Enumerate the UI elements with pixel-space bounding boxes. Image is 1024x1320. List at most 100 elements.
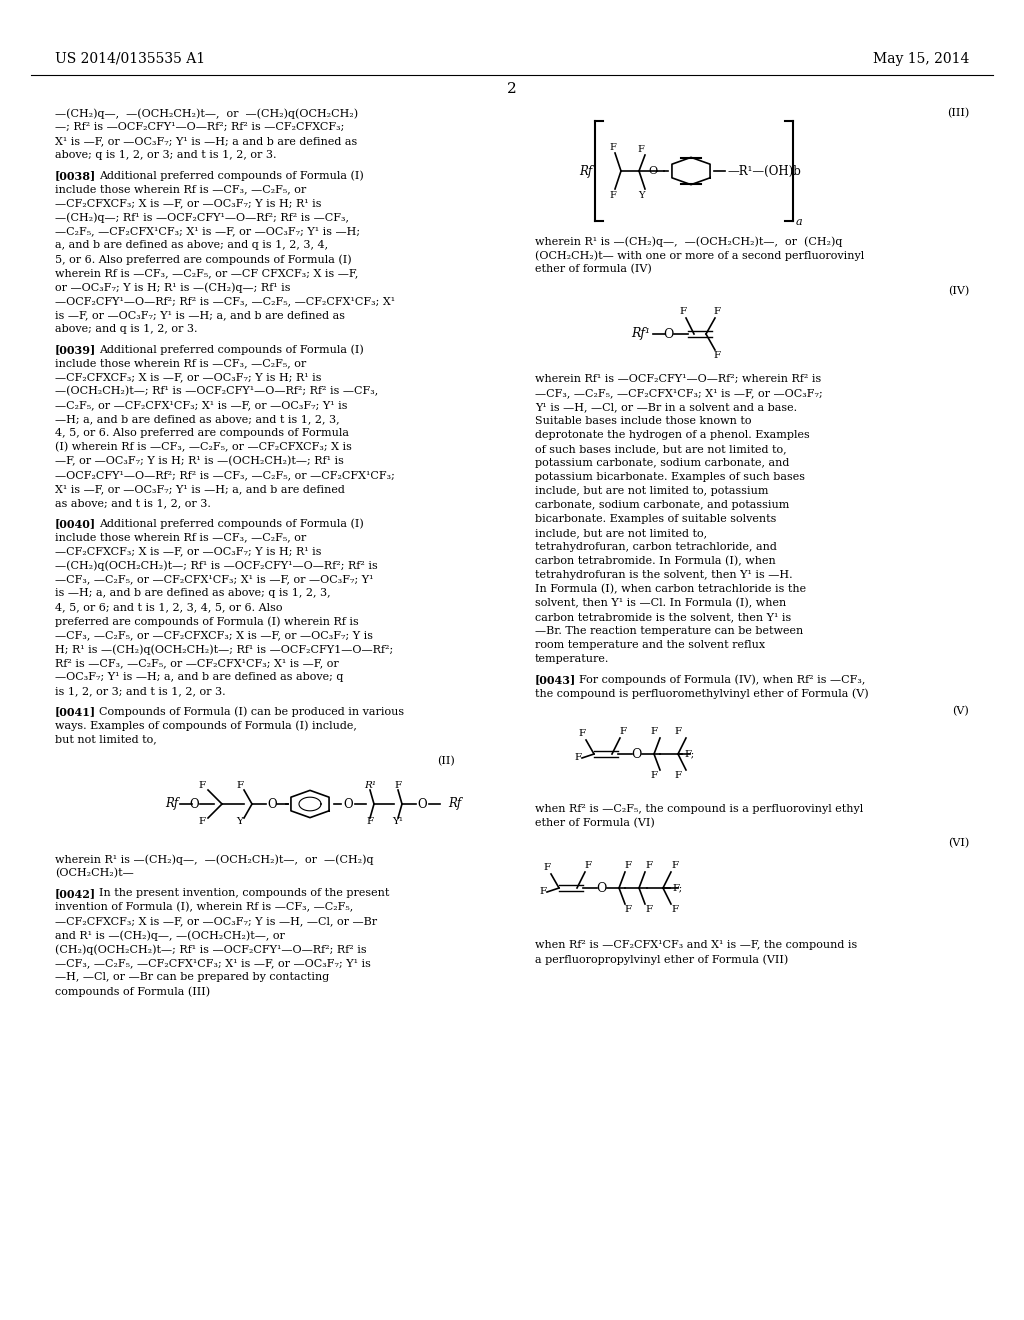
Text: [0043]: [0043]: [535, 675, 577, 685]
Text: temperature.: temperature.: [535, 653, 609, 664]
Text: include those wherein Rf is —CF₃, —C₂F₅, or: include those wherein Rf is —CF₃, —C₂F₅,…: [55, 358, 306, 368]
Text: carbonate, sodium carbonate, and potassium: carbonate, sodium carbonate, and potassi…: [535, 500, 790, 510]
Text: (CH₂)q(OCH₂CH₂)t—; Rf¹ is —OCF₂CFY¹—O—Rf²; Rf² is: (CH₂)q(OCH₂CH₂)t—; Rf¹ is —OCF₂CFY¹—O—Rf…: [55, 944, 367, 954]
Text: —C₂F₅, or —CF₂CFX¹CF₃; X¹ is —F, or —OC₃F₇; Y¹ is: —C₂F₅, or —CF₂CFX¹CF₃; X¹ is —F, or —OC₃…: [55, 400, 347, 411]
Text: Additional preferred compounds of Formula (I): Additional preferred compounds of Formul…: [99, 345, 364, 355]
Text: 5, or 6. Also preferred are compounds of Formula (I): 5, or 6. Also preferred are compounds of…: [55, 253, 351, 264]
Text: as above; and t is 1, 2, or 3.: as above; and t is 1, 2, or 3.: [55, 498, 211, 508]
Text: [0040]: [0040]: [55, 517, 96, 529]
Text: —CF₂CFXCF₃; X is —F, or —OC₃F₇; Y is H; R¹ is: —CF₂CFXCF₃; X is —F, or —OC₃F₇; Y is H; …: [55, 372, 322, 381]
Text: O: O: [267, 797, 276, 810]
Text: —H, —Cl, or —Br can be prepared by contacting: —H, —Cl, or —Br can be prepared by conta…: [55, 972, 330, 982]
Text: bicarbonate. Examples of suitable solvents: bicarbonate. Examples of suitable solven…: [535, 513, 776, 524]
Text: —CF₃, —C₂F₅, or —CF₂CFXCF₃; X is —F, or —OC₃F₇; Y is: —CF₃, —C₂F₅, or —CF₂CFXCF₃; X is —F, or …: [55, 630, 373, 640]
Text: Additional preferred compounds of Formula (I): Additional preferred compounds of Formul…: [99, 517, 364, 528]
Text: (II): (II): [437, 756, 455, 767]
Text: F: F: [544, 863, 551, 873]
Text: F: F: [672, 906, 679, 915]
Text: —CF₃, —C₂F₅, —CF₂CFX¹CF₃; X¹ is —F, or —OC₃F₇;: —CF₃, —C₂F₅, —CF₂CFX¹CF₃; X¹ is —F, or —…: [535, 388, 822, 399]
Text: wherein Rf¹ is —OCF₂CFY¹—O—Rf²; wherein Rf² is: wherein Rf¹ is —OCF₂CFY¹—O—Rf²; wherein …: [535, 374, 821, 384]
Text: F: F: [645, 906, 652, 915]
Text: O: O: [648, 166, 657, 176]
Text: room temperature and the solvent reflux: room temperature and the solvent reflux: [535, 640, 765, 649]
Text: when Rf² is —C₂F₅, the compound is a perfluorovinyl ethyl: when Rf² is —C₂F₅, the compound is a per…: [535, 804, 863, 814]
Text: F;: F;: [673, 883, 683, 892]
Text: 2: 2: [507, 82, 517, 96]
Text: F: F: [625, 862, 632, 870]
Text: Rf: Rf: [165, 797, 178, 810]
Text: ether of Formula (VI): ether of Formula (VI): [535, 818, 654, 829]
Text: —CF₂CFXCF₃; X is —F, or —OC₃F₇; Y is H; R¹ is: —CF₂CFXCF₃; X is —F, or —OC₃F₇; Y is H; …: [55, 546, 322, 556]
Text: Y: Y: [638, 190, 644, 199]
Text: —OC₃F₇; Y¹ is —H; a, and b are defined as above; q: —OC₃F₇; Y¹ is —H; a, and b are defined a…: [55, 672, 343, 682]
Text: ways. Examples of compounds of Formula (I) include,: ways. Examples of compounds of Formula (…: [55, 719, 357, 730]
Text: (OCH₂CH₂)t— with one or more of a second perfluorovinyl: (OCH₂CH₂)t— with one or more of a second…: [535, 249, 864, 260]
Text: wherein R¹ is —(CH₂)q—,  —(OCH₂CH₂)t—,  or  (CH₂)q: wherein R¹ is —(CH₂)q—, —(OCH₂CH₂)t—, or…: [535, 236, 843, 247]
Text: F: F: [714, 351, 721, 360]
Text: (V): (V): [952, 706, 969, 717]
Text: Rf¹: Rf¹: [631, 327, 650, 341]
Text: F: F: [585, 862, 592, 870]
Text: (I) wherein Rf is —CF₃, —C₂F₅, or —CF₂CFXCF₃; X is: (I) wherein Rf is —CF₃, —C₂F₅, or —CF₂CF…: [55, 442, 352, 453]
Text: —C₂F₅, —CF₂CFX¹CF₃; X¹ is —F, or —OC₃F₇; Y¹ is —H;: —C₂F₅, —CF₂CFX¹CF₃; X¹ is —F, or —OC₃F₇;…: [55, 226, 360, 236]
Text: above; q is 1, 2, or 3; and t is 1, 2, or 3.: above; q is 1, 2, or 3; and t is 1, 2, o…: [55, 150, 276, 160]
Text: ether of formula (IV): ether of formula (IV): [535, 264, 651, 275]
Text: [0042]: [0042]: [55, 888, 96, 899]
Text: O: O: [417, 797, 427, 810]
Text: a, and b are defined as above; and q is 1, 2, 3, 4,: a, and b are defined as above; and q is …: [55, 240, 328, 249]
Text: F: F: [199, 817, 206, 826]
Text: F: F: [645, 862, 652, 870]
Text: is —H; a, and b are defined as above; q is 1, 2, 3,: is —H; a, and b are defined as above; q …: [55, 587, 331, 598]
Text: wherein R¹ is —(CH₂)q—,  —(OCH₂CH₂)t—,  or  —(CH₂)q: wherein R¹ is —(CH₂)q—, —(OCH₂CH₂)t—, or…: [55, 854, 374, 865]
Text: O: O: [596, 882, 606, 895]
Text: (VI): (VI): [948, 838, 969, 849]
Text: [0039]: [0039]: [55, 345, 96, 355]
Text: Rf: Rf: [449, 797, 461, 810]
Text: a: a: [796, 216, 803, 227]
Text: US 2014/0135535 A1: US 2014/0135535 A1: [55, 51, 205, 66]
Text: F: F: [367, 817, 374, 826]
Text: In Formula (I), when carbon tetrachloride is the: In Formula (I), when carbon tetrachlorid…: [535, 583, 806, 594]
Text: F: F: [237, 781, 244, 791]
Text: and R¹ is —(CH₂)q—, —(OCH₂CH₂)t—, or: and R¹ is —(CH₂)q—, —(OCH₂CH₂)t—, or: [55, 931, 285, 941]
Text: F: F: [574, 754, 582, 763]
Text: F: F: [625, 906, 632, 915]
Text: F: F: [714, 308, 721, 317]
Text: tetrahydrofuran is the solvent, then Y¹ is —H.: tetrahydrofuran is the solvent, then Y¹ …: [535, 570, 793, 579]
Text: F: F: [638, 144, 644, 153]
Text: the compound is perfluoromethylvinyl ether of Formula (V): the compound is perfluoromethylvinyl eth…: [535, 688, 868, 698]
Text: potassium carbonate, sodium carbonate, and: potassium carbonate, sodium carbonate, a…: [535, 458, 790, 469]
Text: X¹ is —F, or —OC₃F₇; Y¹ is —H; a and b are defined as: X¹ is —F, or —OC₃F₇; Y¹ is —H; a and b a…: [55, 136, 357, 147]
Text: [0038]: [0038]: [55, 170, 96, 181]
Text: or —OC₃F₇; Y is H; R¹ is —(CH₂)q—; Rf¹ is: or —OC₃F₇; Y is H; R¹ is —(CH₂)q—; Rf¹ i…: [55, 282, 291, 293]
Text: invention of Formula (I), wherein Rf is —CF₃, —C₂F₅,: invention of Formula (I), wherein Rf is …: [55, 902, 353, 912]
Text: F: F: [675, 771, 682, 780]
Text: wherein Rf is —CF₃, —C₂F₅, or —CF CFXCF₃; X is —F,: wherein Rf is —CF₃, —C₂F₅, or —CF CFXCF₃…: [55, 268, 358, 279]
Text: Additional preferred compounds of Formula (I): Additional preferred compounds of Formul…: [99, 170, 364, 181]
Text: deprotonate the hydrogen of a phenol. Examples: deprotonate the hydrogen of a phenol. Ex…: [535, 430, 810, 440]
Text: Rf² is —CF₃, —C₂F₅, or —CF₂CFX¹CF₃; X¹ is —F, or: Rf² is —CF₃, —C₂F₅, or —CF₂CFX¹CF₃; X¹ i…: [55, 657, 339, 668]
Text: [0041]: [0041]: [55, 706, 96, 717]
Text: —OCF₂CFY¹—O—Rf²; Rf² is —CF₃, —C₂F₅, or —CF₂CFX¹CF₃;: —OCF₂CFY¹—O—Rf²; Rf² is —CF₃, —C₂F₅, or …: [55, 470, 395, 480]
Text: F: F: [394, 781, 401, 791]
Text: —CF₂CFXCF₃; X is —F, or —OC₃F₇; Y is H; R¹ is: —CF₂CFXCF₃; X is —F, or —OC₃F₇; Y is H; …: [55, 198, 322, 209]
Text: —R¹—(OH)b: —R¹—(OH)b: [727, 165, 801, 177]
Text: O: O: [631, 747, 641, 760]
Text: carbon tetrabromide is the solvent, then Y¹ is: carbon tetrabromide is the solvent, then…: [535, 612, 792, 622]
Text: In the present invention, compounds of the present: In the present invention, compounds of t…: [99, 888, 389, 898]
Text: —(CH₂)q(OCH₂CH₂)t—; Rf¹ is —OCF₂CFY¹—O—Rf²; Rf² is: —(CH₂)q(OCH₂CH₂)t—; Rf¹ is —OCF₂CFY¹—O—R…: [55, 560, 378, 570]
Text: potassium bicarbonate. Examples of such bases: potassium bicarbonate. Examples of such …: [535, 473, 805, 482]
Text: —Br. The reaction temperature can be between: —Br. The reaction temperature can be bet…: [535, 626, 803, 636]
Text: F: F: [609, 190, 616, 199]
Text: of such bases include, but are not limited to,: of such bases include, but are not limit…: [535, 444, 786, 454]
Text: a perfluoropropylvinyl ether of Formula (VII): a perfluoropropylvinyl ether of Formula …: [535, 954, 788, 965]
Text: (OCH₂CH₂)t—: (OCH₂CH₂)t—: [55, 869, 134, 878]
Text: —(CH₂)q—,  —(OCH₂CH₂)t—,  or  —(CH₂)q(OCH₂CH₂): —(CH₂)q—, —(OCH₂CH₂)t—, or —(CH₂)q(OCH₂C…: [55, 108, 358, 119]
Text: —(OCH₂CH₂)t—; Rf¹ is —OCF₂CFY¹—O—Rf²; Rf² is —CF₃,: —(OCH₂CH₂)t—; Rf¹ is —OCF₂CFY¹—O—Rf²; Rf…: [55, 385, 378, 396]
Text: F: F: [680, 308, 686, 317]
Text: 4, 5, or 6; and t is 1, 2, 3, 4, 5, or 6. Also: 4, 5, or 6; and t is 1, 2, 3, 4, 5, or 6…: [55, 602, 283, 612]
Text: solvent, then Y¹ is —Cl. In Formula (I), when: solvent, then Y¹ is —Cl. In Formula (I),…: [535, 598, 786, 609]
Text: is —F, or —OC₃F₇; Y¹ is —H; a, and b are defined as: is —F, or —OC₃F₇; Y¹ is —H; a, and b are…: [55, 310, 345, 319]
Text: X¹ is —F, or —OC₃F₇; Y¹ is —H; a, and b are defined: X¹ is —F, or —OC₃F₇; Y¹ is —H; a, and b …: [55, 484, 345, 494]
Text: F: F: [540, 887, 547, 896]
